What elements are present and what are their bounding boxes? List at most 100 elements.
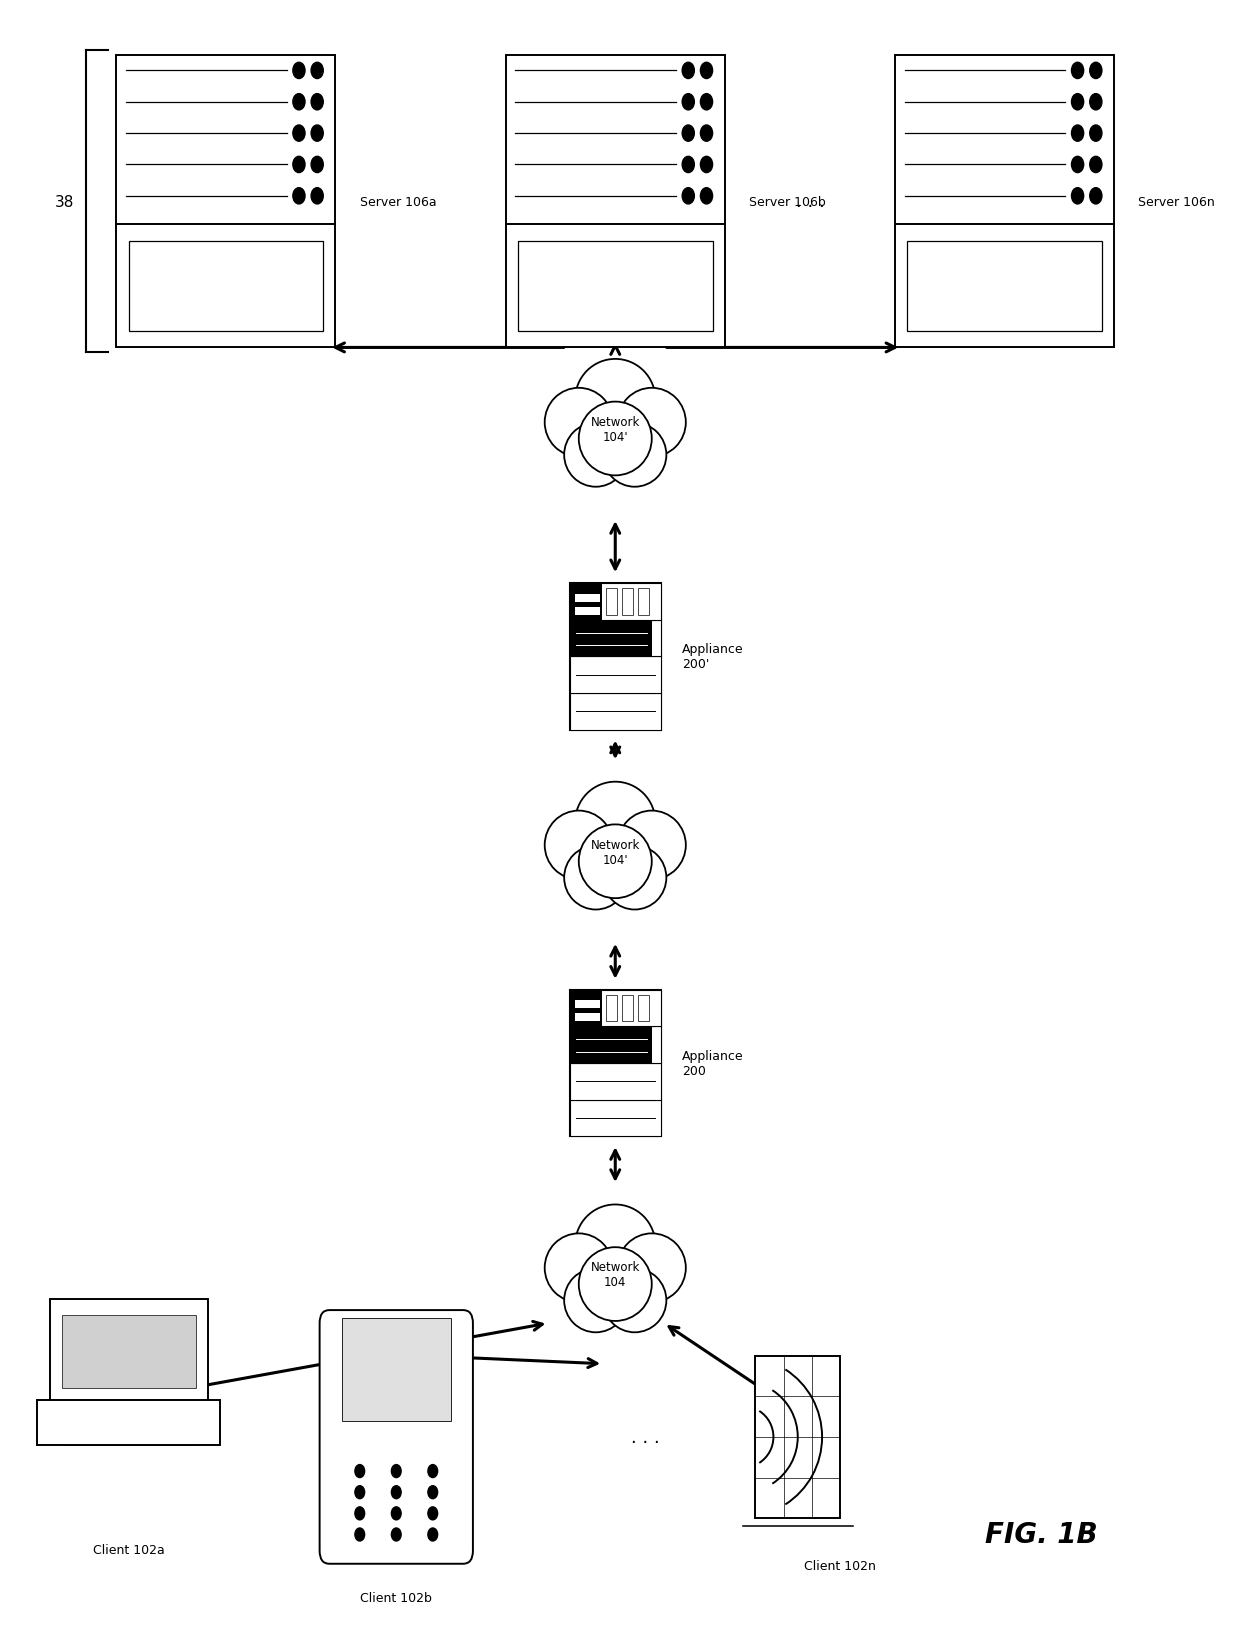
Circle shape [293,126,305,143]
Circle shape [355,1465,365,1478]
Circle shape [311,188,324,205]
Text: Appliance
200': Appliance 200' [682,642,744,670]
Bar [574,1013,600,1021]
Bar [569,583,601,621]
Bar [606,995,618,1021]
Circle shape [682,95,694,111]
Circle shape [1090,188,1102,205]
Bar [569,583,661,729]
Circle shape [1071,64,1084,79]
Ellipse shape [618,1234,686,1303]
Bar [574,1001,600,1010]
Bar [606,588,618,616]
Bar [569,990,601,1026]
Text: Client 102a: Client 102a [93,1542,165,1555]
Circle shape [428,1528,438,1541]
Circle shape [701,64,713,79]
Circle shape [701,157,713,174]
Bar [62,1314,196,1388]
Circle shape [1090,95,1102,111]
Bar [569,1100,661,1136]
Text: Network
104: Network 104 [590,1260,640,1288]
Bar [129,241,324,333]
Bar [569,621,661,657]
Text: Server 106b: Server 106b [749,195,826,208]
Bar [37,1400,219,1446]
Bar [895,56,1114,347]
Circle shape [293,95,305,111]
Bar [569,657,661,693]
Circle shape [682,64,694,79]
Bar [341,1318,451,1421]
Ellipse shape [603,1269,666,1333]
Bar [569,583,661,621]
Circle shape [1071,188,1084,205]
Ellipse shape [564,1269,627,1333]
Bar [569,621,652,657]
Bar [622,995,632,1021]
Circle shape [392,1506,401,1519]
Text: Appliance
200: Appliance 200 [682,1049,744,1077]
Bar [569,990,661,1136]
Circle shape [1071,157,1084,174]
Bar [637,995,649,1021]
Circle shape [682,126,694,143]
Ellipse shape [544,388,613,457]
Text: Network
104': Network 104' [590,415,640,444]
Ellipse shape [618,811,686,880]
Bar [908,241,1102,333]
Circle shape [392,1465,401,1478]
Ellipse shape [603,846,666,910]
Bar [569,1026,661,1064]
Circle shape [1090,126,1102,143]
Bar [518,241,713,333]
Text: Server 106n: Server 106n [1138,195,1215,208]
Ellipse shape [544,1234,613,1303]
Circle shape [311,157,324,174]
Circle shape [1071,126,1084,143]
Bar [117,56,336,347]
Circle shape [392,1528,401,1541]
Ellipse shape [579,824,652,898]
Circle shape [428,1487,438,1498]
Bar [622,588,632,616]
Bar [569,990,661,1026]
Bar [569,1026,652,1064]
Circle shape [392,1487,401,1498]
Text: . . .: . . . [631,1428,660,1446]
Circle shape [701,126,713,143]
Circle shape [355,1487,365,1498]
Circle shape [311,64,324,79]
Text: Network
104': Network 104' [590,838,640,865]
Circle shape [293,157,305,174]
Circle shape [1090,64,1102,79]
Text: . . .: . . . [796,193,825,211]
Circle shape [428,1465,438,1478]
Circle shape [311,126,324,143]
Ellipse shape [564,846,627,910]
Ellipse shape [579,402,652,475]
Circle shape [355,1528,365,1541]
Text: Client 102b: Client 102b [361,1591,433,1605]
Bar [506,56,724,347]
Bar [569,1064,661,1100]
Ellipse shape [575,782,656,864]
Text: Server 106a: Server 106a [360,195,436,208]
Circle shape [311,95,324,111]
Circle shape [682,157,694,174]
Ellipse shape [603,423,666,487]
Circle shape [293,64,305,79]
Bar [50,1300,207,1405]
Bar [569,693,661,729]
Ellipse shape [618,388,686,457]
Text: 38: 38 [55,195,74,210]
Ellipse shape [575,1205,656,1287]
Ellipse shape [579,1247,652,1321]
Circle shape [701,188,713,205]
Text: FIG. 1B: FIG. 1B [985,1521,1097,1549]
Circle shape [428,1506,438,1519]
Circle shape [293,188,305,205]
Bar [637,588,649,616]
Bar [574,595,600,603]
Circle shape [701,95,713,111]
